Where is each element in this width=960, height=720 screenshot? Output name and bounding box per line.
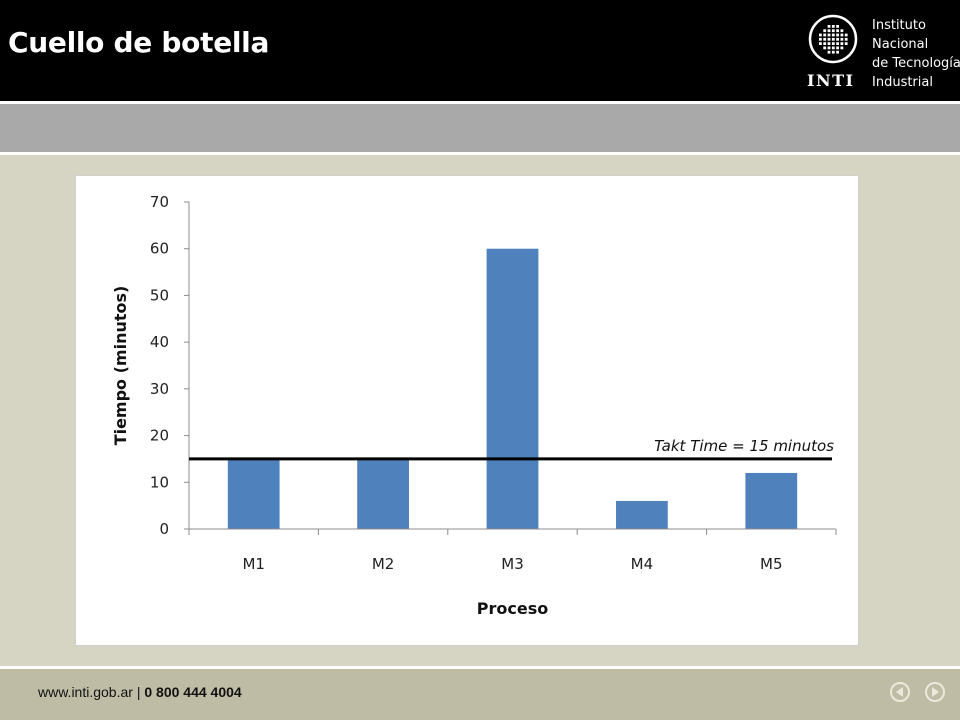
page-title: Cuello de botella	[8, 26, 270, 59]
y-tick-label: 30	[150, 380, 169, 398]
x-tick-label: M3	[501, 555, 524, 573]
x-axis-title: Proceso	[477, 599, 548, 618]
footer-url[interactable]: www.inti.gob.ar	[38, 684, 133, 700]
bar-m2	[357, 458, 409, 529]
header-bar: Cuello de botella INTI Instituto Naciona…	[0, 0, 960, 101]
y-tick-label: 70	[150, 193, 169, 211]
chart-panel: 0 10 20 30 40 50 60 70 M1 M2 M3 M4 M5 Takt Time = 1…	[75, 175, 859, 646]
y-tick-label: 50	[150, 286, 169, 304]
logo-text-line: Instituto	[872, 18, 926, 33]
bar-m1	[227, 458, 280, 529]
divider	[0, 666, 960, 669]
logo-text-line: Industrial	[872, 75, 933, 90]
subtitle-band	[0, 104, 960, 152]
y-tick-label: 20	[150, 427, 169, 445]
y-tick-label: 10	[150, 473, 169, 491]
logo-text-line: de Tecnología	[872, 56, 960, 71]
inti-logo-mark: INTI	[807, 71, 855, 90]
next-icon	[932, 687, 939, 697]
y-tick-label: 0	[159, 520, 169, 538]
footer-separator: |	[132, 684, 145, 700]
footer-contact: www.inti.gob.ar | 0 800 444 4004	[38, 684, 242, 700]
x-tick-label: M4	[631, 555, 654, 573]
previous-icon	[896, 687, 903, 697]
x-tick-label: M2	[372, 555, 395, 573]
bar-m5	[745, 472, 798, 529]
footer-bar: www.inti.gob.ar | 0 800 444 4004	[0, 669, 960, 720]
divider	[0, 101, 960, 104]
logo-text-line: Nacional	[872, 37, 929, 52]
inti-logo-icon	[808, 14, 858, 64]
previous-slide-button[interactable]	[890, 682, 910, 702]
next-slide-button[interactable]	[925, 682, 945, 702]
footer-phone: 0 800 444 4004	[144, 684, 242, 700]
x-tick-label: M1	[242, 555, 265, 573]
bar-chart: 0 10 20 30 40 50 60 70 M1 M2 M3 M4 M5 Takt Time = 1…	[111, 193, 837, 618]
y-tick-label: 40	[150, 333, 169, 351]
inti-logo: INTI Instituto Nacional de Tecnología In…	[805, 14, 960, 92]
bar-m3	[486, 248, 539, 529]
y-tick-label: 60	[150, 240, 169, 258]
divider	[0, 152, 960, 155]
x-tick-label: M5	[760, 555, 783, 573]
y-axis-title: Tiempo (minutos)	[111, 286, 130, 446]
bar-m4	[616, 500, 668, 529]
takt-time-label: Takt Time = 15 minutos	[654, 437, 834, 455]
